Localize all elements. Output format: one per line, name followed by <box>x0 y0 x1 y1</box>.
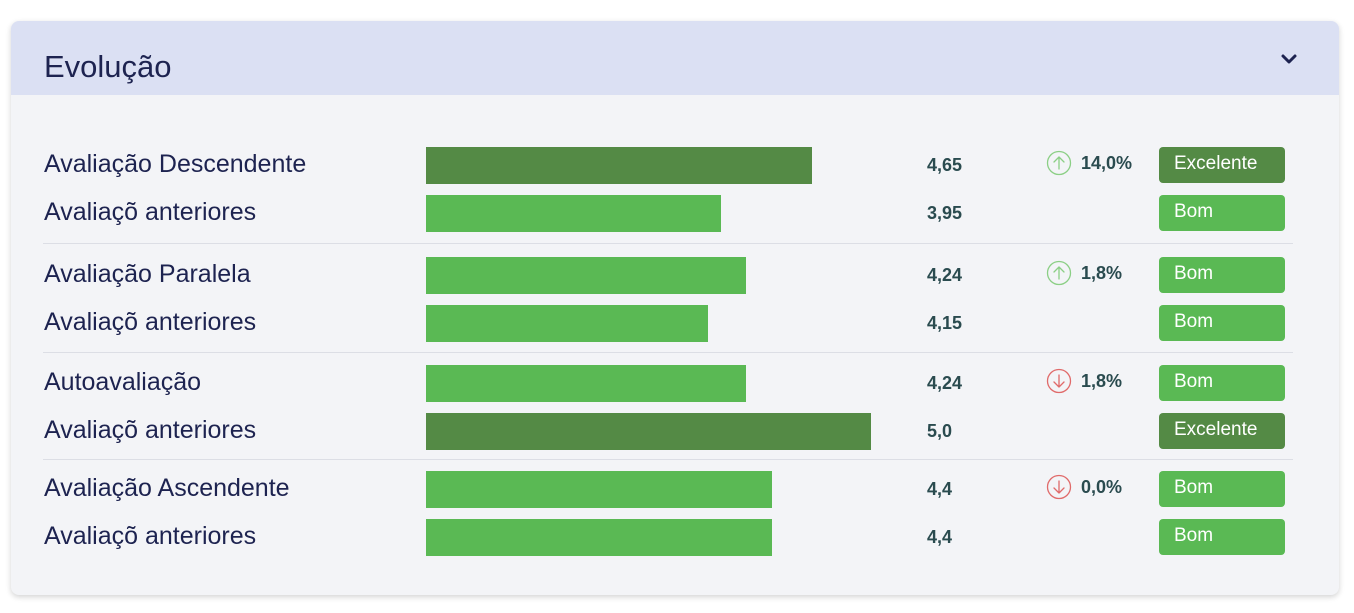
group-2-previous-value: 5,0 <box>927 421 953 441</box>
group-2-current-trend-value: 1,8% <box>1081 371 1123 391</box>
group-1-previous-value: 4,15 <box>927 313 963 333</box>
group-3-current-trend-value: 0,0% <box>1081 477 1123 497</box>
group-0-current-trend: 14,0% <box>1046 150 1156 176</box>
group-0-current-status-badge: Excelente <box>1159 147 1285 183</box>
group-divider <box>43 243 1293 244</box>
group-2-previous-label: Avaliaçõ anteriores <box>44 416 257 444</box>
group-1-current-trend-value: 1,8% <box>1081 263 1123 283</box>
chevron-down-icon <box>1281 54 1297 64</box>
group-2-current-trend: 1,8% <box>1046 368 1156 394</box>
evolution-card: Evolução Avaliação Descendente 4,65 14,0% E… <box>11 21 1339 595</box>
group-1-current-value: 4,24 <box>927 265 963 285</box>
group-divider <box>43 352 1293 353</box>
group-0-previous-bar <box>426 195 721 232</box>
group-3-current-trend: 0,0% <box>1046 474 1156 500</box>
group-0-current-value: 4,65 <box>927 155 963 175</box>
group-3-previous-bar <box>426 519 772 556</box>
group-2-current-status-badge: Bom <box>1159 365 1285 401</box>
group-3-previous-value: 4,4 <box>927 527 953 547</box>
group-3-current-status-badge: Bom <box>1159 471 1285 507</box>
group-3-previous-label: Avaliaçõ anteriores <box>44 522 257 550</box>
group-2-current-label: Autoavaliação <box>44 368 202 396</box>
group-3-current-value: 4,4 <box>927 479 953 499</box>
group-2-previous-bar <box>426 413 871 450</box>
group-0-current-trend-value: 14,0% <box>1081 153 1133 173</box>
arrow-up-circle-icon <box>1046 150 1072 176</box>
group-0-previous-status-badge: Bom <box>1159 195 1285 231</box>
group-3-current-label: Avaliação Ascendente <box>44 474 290 502</box>
group-2-current-bar <box>426 365 746 402</box>
group-1-current-label: Avaliação Paralela <box>44 260 251 288</box>
arrow-down-circle-icon <box>1046 368 1072 394</box>
arrow-up-circle-icon <box>1046 260 1072 286</box>
group-0-previous-value: 3,95 <box>927 203 963 223</box>
group-1-current-bar <box>426 257 746 294</box>
arrow-down-circle-icon <box>1046 474 1072 500</box>
group-0-current-label: Avaliação Descendente <box>44 150 307 178</box>
group-divider <box>43 459 1293 460</box>
collapse-button[interactable] <box>1275 45 1303 73</box>
group-3-current-bar <box>426 471 772 508</box>
group-1-current-status-badge: Bom <box>1159 257 1285 293</box>
group-0-previous-label: Avaliaçõ anteriores <box>44 198 257 226</box>
group-1-previous-label: Avaliaçõ anteriores <box>44 308 257 336</box>
group-1-previous-bar <box>426 305 708 342</box>
group-2-previous-status-badge: Excelente <box>1159 413 1285 449</box>
group-1-previous-status-badge: Bom <box>1159 305 1285 341</box>
group-1-current-trend: 1,8% <box>1046 260 1156 286</box>
group-0-current-bar <box>426 147 812 184</box>
card-title: Evolução <box>44 49 172 84</box>
card-header[interactable]: Evolução <box>11 21 1339 95</box>
group-2-current-value: 4,24 <box>927 373 963 393</box>
group-3-previous-status-badge: Bom <box>1159 519 1285 555</box>
